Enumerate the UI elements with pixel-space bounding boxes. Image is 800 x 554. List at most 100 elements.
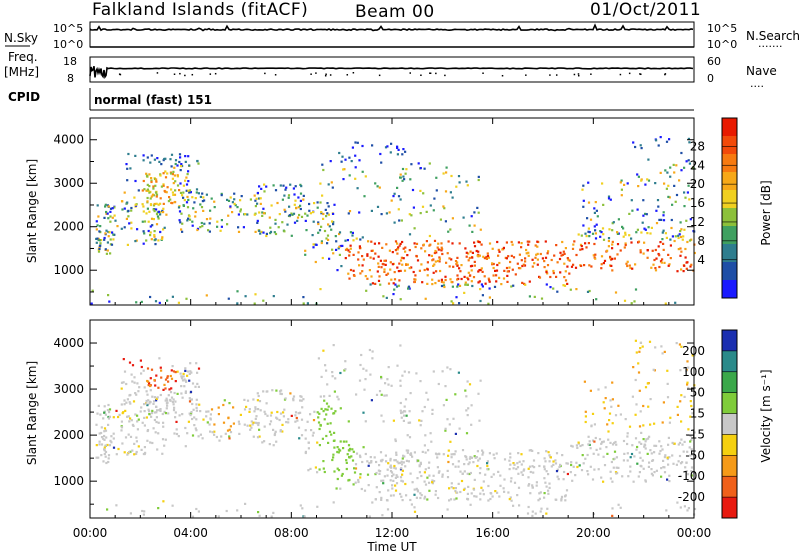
velocity-cell [157, 421, 160, 424]
power-cell [109, 210, 112, 213]
power-cell [331, 220, 334, 223]
velocity-cell [416, 477, 419, 480]
velocity-cell [358, 379, 362, 382]
power-cell [639, 249, 642, 252]
power-cell [152, 204, 156, 207]
power-cell [594, 253, 597, 256]
velocity-cell [587, 473, 590, 476]
velocity-cell [533, 466, 536, 469]
velocity-cell [128, 394, 131, 397]
power-cell [234, 204, 237, 207]
velocity-cell [423, 497, 426, 500]
nave-point [429, 72, 432, 75]
power-cell [626, 264, 629, 268]
power-cell [595, 298, 598, 301]
power-cell [630, 302, 633, 305]
power-cell [563, 276, 566, 279]
velocity-cell [401, 480, 404, 483]
power-cell [289, 183, 292, 186]
power-cell [628, 212, 631, 215]
power-cell [594, 257, 597, 260]
power-cell [197, 162, 200, 165]
velocity-cell [148, 402, 151, 405]
velocity-cell [615, 456, 618, 459]
velocity-cell [492, 473, 495, 476]
velocity-cell [669, 416, 672, 419]
velocity-cell [327, 405, 330, 408]
power-cell [613, 257, 616, 260]
velocity-cell [592, 512, 595, 516]
power-cell [456, 278, 459, 281]
power-cell [440, 242, 443, 245]
velocity-cell [447, 460, 450, 464]
velocity-cell [548, 454, 551, 457]
power-colorbar-tick-label: 24 [690, 158, 705, 172]
power-cell [451, 242, 454, 245]
power-cell [433, 263, 436, 266]
power-cell [108, 231, 111, 234]
power-cell [527, 251, 530, 254]
velocity-cell [428, 481, 431, 484]
velocity-colorbar-label: Velocity [m s⁻¹] [759, 369, 773, 462]
velocity-cell [641, 459, 644, 462]
x-axis: 00:00 04:00 08:00 12:00 16:00 20:00 00:00 [73, 118, 711, 540]
velocity-cell [680, 394, 683, 397]
velocity-cell [509, 452, 512, 455]
power-cell [256, 202, 259, 205]
velocity-colorbar-frame [721, 329, 738, 519]
power-cell [330, 228, 333, 231]
velocity-cell [512, 504, 515, 507]
velocity-cell [387, 383, 390, 386]
power-cell [337, 247, 340, 250]
velocity-cell [610, 405, 613, 408]
velocity-cell [466, 472, 469, 475]
power-cell [362, 258, 365, 261]
velocity-cell [157, 507, 160, 510]
nave-tick-bottom: 0 [707, 72, 714, 85]
power-cell [469, 250, 472, 253]
power-cell [188, 164, 191, 167]
velocity-cell [570, 461, 573, 464]
power-cell [466, 184, 469, 187]
power-cell [274, 189, 278, 192]
power-cell [371, 144, 374, 147]
power-cell [505, 241, 508, 244]
velocity-cell [182, 375, 185, 378]
power-cell [338, 151, 341, 155]
power-cell [142, 205, 145, 208]
velocity-cell [478, 472, 482, 475]
power-cell [454, 260, 458, 263]
velocity-cell [634, 378, 637, 382]
velocity-cell [479, 467, 482, 470]
velocity-cell [318, 444, 321, 447]
power-cell [193, 201, 196, 204]
velocity-cell [180, 385, 183, 388]
power-cell [210, 197, 213, 200]
velocity-cell [328, 430, 332, 433]
power-cell [470, 215, 473, 218]
power-cell [440, 280, 443, 283]
velocity-cell [322, 349, 325, 352]
power-cell [510, 254, 513, 257]
velocity-cell [427, 449, 430, 452]
velocity-cell [647, 437, 650, 440]
velocity-cell [370, 399, 373, 402]
power-cell [689, 265, 692, 268]
velocity-cell [394, 438, 397, 441]
power-cell [468, 256, 471, 260]
power-cell [449, 228, 452, 231]
power-cell [331, 248, 334, 251]
power-cell [153, 234, 156, 237]
power-cell [689, 218, 692, 221]
velocity-cell [531, 465, 534, 468]
velocity-cell [515, 467, 518, 471]
velocity-cell [345, 461, 348, 464]
velocity-cell [575, 461, 578, 464]
power-cell [458, 242, 461, 245]
velocity-cell [143, 386, 146, 389]
velocity-cell [207, 410, 210, 413]
velocity-cell [639, 347, 642, 350]
power-cell [566, 282, 569, 285]
velocity-cell [400, 411, 403, 415]
